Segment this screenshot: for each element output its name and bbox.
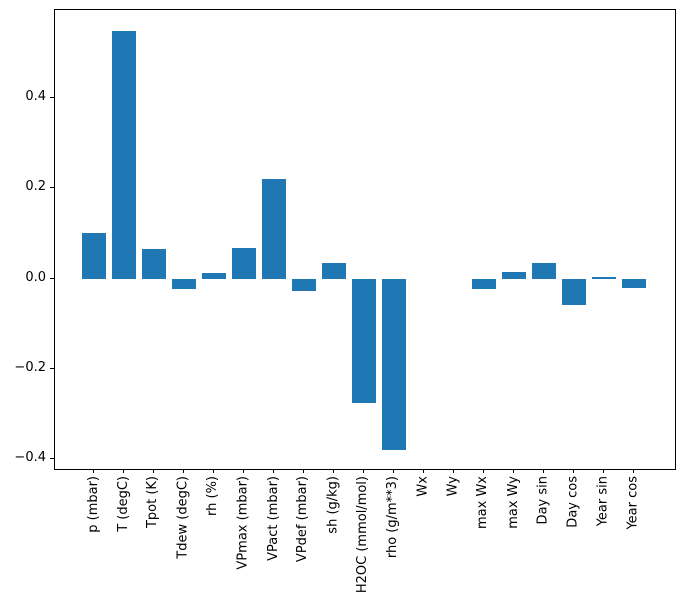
bar-max-wy	[501, 271, 526, 279]
y-tick-label: −0.2	[14, 359, 46, 375]
x-tick-label: Year cos	[625, 476, 641, 530]
bar-year-cos	[621, 278, 646, 289]
x-tick-label: VPact (mbar)	[265, 476, 281, 561]
bar-rh	[201, 272, 226, 279]
bar-t-degc	[111, 31, 136, 279]
y-tick-label: 0.0	[25, 269, 46, 285]
x-tick-label: Wy	[445, 476, 461, 497]
x-tick	[242, 469, 244, 473]
x-tick	[632, 469, 634, 473]
bar-year-sin	[591, 276, 616, 279]
x-tick	[212, 469, 214, 473]
x-tick-label: H2OC (mmol/mol)	[355, 476, 371, 594]
x-tick	[93, 469, 94, 473]
x-tick	[182, 469, 184, 473]
x-tick-label: VPmax (mbar)	[235, 476, 251, 570]
x-tick	[452, 469, 454, 473]
y-tick	[50, 187, 54, 189]
x-tick-label: Year sin	[595, 476, 611, 527]
x-tick	[572, 469, 574, 473]
y-tick-label: −0.4	[14, 450, 46, 466]
bar-day-cos	[561, 278, 586, 306]
x-tick	[122, 469, 124, 473]
x-tick-label: Tpot (K)	[145, 476, 161, 529]
x-tick	[482, 469, 484, 473]
x-tick-label: p (mbar)	[85, 476, 101, 533]
x-tick	[512, 469, 514, 473]
x-tick	[602, 469, 604, 473]
bar-rho-g-m-3	[381, 278, 406, 451]
bar-day-sin	[531, 263, 556, 279]
x-tick-label: T (degC)	[115, 476, 131, 532]
x-tick-label: max Wx	[475, 476, 491, 530]
bar-tpot-k	[141, 249, 166, 279]
x-tick-label: Day sin	[535, 476, 551, 525]
x-tick-label: max Wy	[505, 476, 521, 529]
bar-vpdef-mbar	[291, 278, 316, 292]
x-tick	[272, 469, 274, 473]
bar-vpmax-mbar	[231, 247, 256, 279]
y-tick	[50, 277, 54, 279]
bar-vpact-mbar	[261, 179, 286, 279]
x-tick	[302, 469, 304, 473]
x-tick	[152, 469, 154, 473]
y-tick	[50, 458, 54, 460]
y-tick	[50, 97, 54, 98]
y-tick	[50, 367, 54, 369]
x-tick-label: rho (g/m**3)	[385, 476, 401, 559]
x-tick-label: sh (g/kg)	[325, 476, 341, 534]
bar-max-wx	[471, 278, 496, 289]
x-tick-label: Tdew (degC)	[175, 476, 191, 559]
x-tick	[332, 469, 334, 473]
y-tick-label: 0.4	[25, 89, 46, 104]
x-tick-label: rh (%)	[205, 476, 221, 516]
x-tick	[362, 469, 364, 473]
bar-tdew-degc	[171, 278, 196, 289]
bar-sh-g-kg	[321, 263, 346, 279]
plot-area	[54, 9, 676, 470]
x-tick-label: VPdef (mbar)	[295, 476, 311, 563]
y-tick-label: 0.2	[25, 179, 46, 195]
x-tick-label: Wx	[415, 476, 431, 497]
bar-p-mbar	[82, 233, 106, 279]
x-tick	[422, 469, 424, 473]
x-tick-label: Day cos	[565, 476, 581, 528]
x-tick	[392, 469, 394, 473]
bar-h2oc-mmol-mol	[351, 278, 376, 403]
x-tick	[542, 469, 544, 473]
